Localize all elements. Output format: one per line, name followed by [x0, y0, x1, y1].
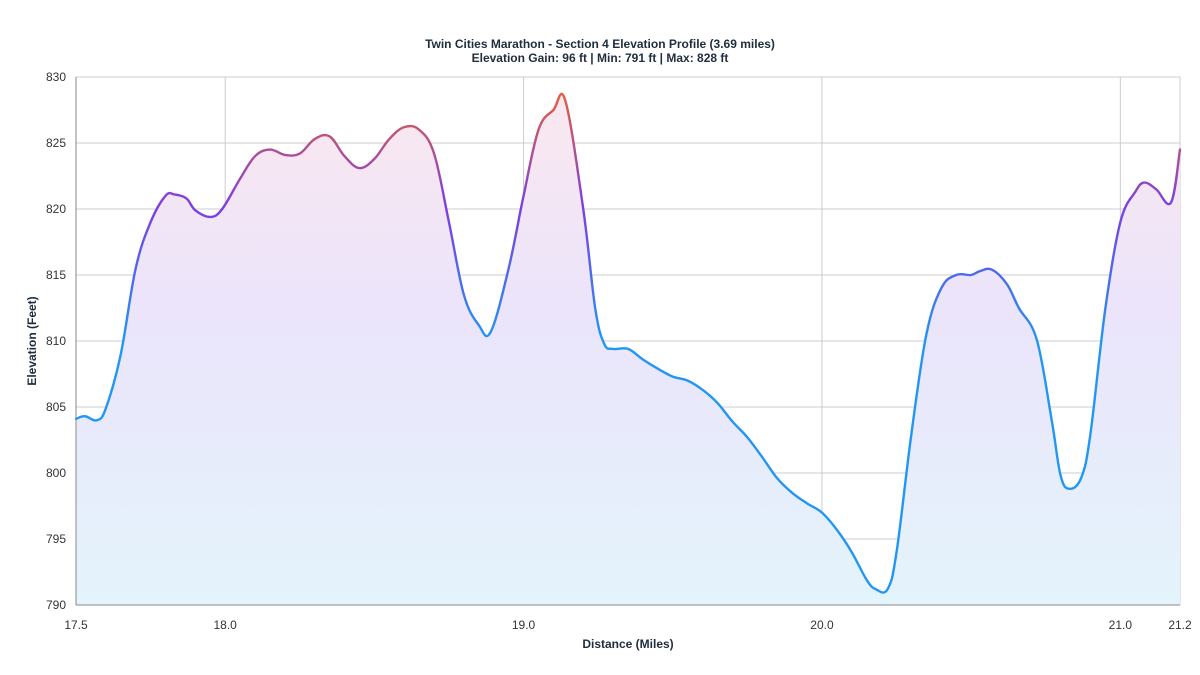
y-axis-title: Elevation (Feet) — [25, 296, 39, 385]
y-tick-label: 815 — [46, 268, 66, 282]
y-tick-label: 790 — [46, 598, 66, 612]
x-tick-label: 21.0 — [1109, 618, 1133, 632]
x-tick-label: 19.0 — [512, 618, 536, 632]
x-tick-label: 18.0 — [214, 618, 238, 632]
y-tick-label: 825 — [46, 136, 66, 150]
y-tick-label: 800 — [46, 466, 66, 480]
x-axis-title: Distance (Miles) — [582, 637, 673, 651]
y-tick-label: 805 — [46, 400, 66, 414]
x-axis-ticks: 17.5 18.0 19.0 20.0 21.0 21.2 — [64, 618, 1192, 632]
y-tick-label: 810 — [46, 334, 66, 348]
chart-title: Twin Cities Marathon - Section 4 Elevati… — [425, 37, 775, 51]
y-tick-label: 830 — [46, 70, 66, 84]
x-tick-label: 17.5 — [64, 618, 88, 632]
x-tick-label: 21.2 — [1168, 618, 1192, 632]
y-axis-ticks: 790 795 800 805 810 815 820 825 830 — [46, 70, 66, 612]
axes — [75, 77, 1180, 606]
y-tick-label: 820 — [46, 202, 66, 216]
chart-subtitle: Elevation Gain: 96 ft | Min: 791 ft | Ma… — [472, 51, 729, 65]
elevation-line — [74, 92, 1182, 594]
x-tick-label: 20.0 — [810, 618, 834, 632]
y-tick-label: 795 — [46, 532, 66, 546]
